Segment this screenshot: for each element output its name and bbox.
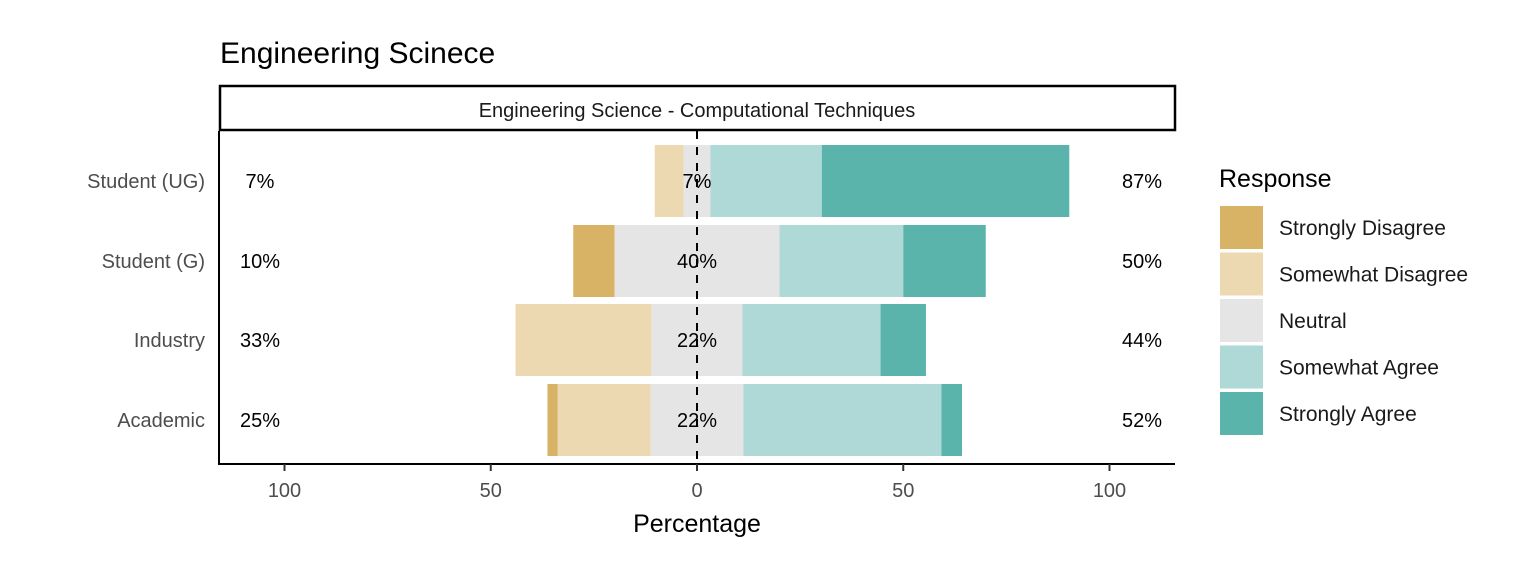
high-percent-label: 50% [1122,251,1162,273]
legend-label-strongly-agree: Strongly Agree [1279,403,1417,426]
x-tick-label: 50 [892,480,914,502]
category-label-academic: Academic [117,410,205,432]
category-label-student-g: Student (G) [102,251,205,273]
bar-academic-somewhat-agree [743,384,942,456]
bar-academic-strongly-agree [941,384,963,456]
bar-industry-strongly-agree [880,304,926,376]
panel-strip-title: Engineering Science - Computational Tech… [479,100,916,122]
category-label-student-ug: Student (UG) [87,171,205,193]
legend-label-somewhat-agree: Somewhat Agree [1279,357,1439,380]
high-percent-label: 44% [1122,330,1162,352]
bar-student-g-somewhat-agree [779,225,904,297]
legend-swatch-somewhat-disagree [1220,252,1263,296]
bar-layer [515,145,1070,456]
category-labels: Student (UG) Student (G) Industry Academic [87,171,205,432]
x-axis-ticks: 100 50 0 50 100 [268,464,1126,502]
panel-strip [218,84,1177,132]
bar-student-ug-somewhat-agree [710,145,822,217]
high-percent-label: 87% [1122,171,1162,193]
category-label-industry: Industry [134,330,205,352]
percent-labels: 7% 7% 87%10% 40% 50%33% 22% 44%25% 22% 52% [240,171,1162,432]
legend-label-strongly-disagree: Strongly Disagree [1279,217,1446,240]
legend: Response Strongly Disagree Somewhat Disag… [1219,165,1468,435]
bar-academic-somewhat-disagree [557,384,651,456]
legend-label-neutral: Neutral [1279,310,1347,333]
x-tick-label: 100 [1093,480,1126,502]
bar-student-ug-somewhat-disagree [654,145,684,217]
bar-industry-somewhat-agree [742,304,881,376]
low-percent-label: 10% [240,251,280,273]
chart-title: Engineering Scinece [220,37,495,70]
high-percent-label: 52% [1122,410,1162,432]
legend-swatch-strongly-agree [1220,392,1263,435]
bar-student-ug-strongly-agree [821,145,1070,217]
x-tick-label: 50 [480,480,502,502]
bar-student-g-strongly-agree [903,225,986,297]
legend-swatch-strongly-disagree [1220,206,1263,249]
bar-industry-somewhat-disagree [515,304,652,376]
x-tick-label: 0 [691,480,702,502]
x-axis-title: Percentage [633,510,761,538]
legend-swatch-somewhat-agree [1220,345,1263,389]
low-percent-label: 7% [246,171,275,193]
low-percent-label: 33% [240,330,280,352]
bar-student-g-strongly-disagree [573,225,615,297]
legend-swatch-neutral [1220,299,1263,342]
legend-label-somewhat-disagree: Somewhat Disagree [1279,264,1468,287]
bar-academic-strongly-disagree [547,384,558,456]
legend-title: Response [1219,165,1332,193]
low-percent-label: 25% [240,410,280,432]
x-tick-label: 100 [268,480,301,502]
